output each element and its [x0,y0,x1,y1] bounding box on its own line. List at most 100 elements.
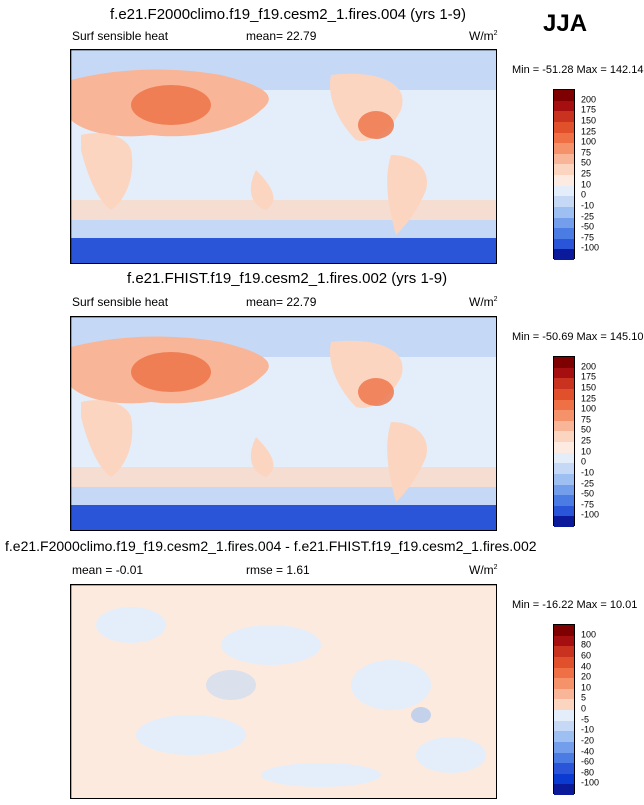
colorbar-swatch [554,111,574,122]
colorbar-tick-label: 100 [581,403,597,414]
colorbar-swatch [554,420,574,432]
panel1-minmax: Min = -51.28 Max = 142.14 [512,64,644,76]
colorbar-tick-label: -60 [581,756,595,767]
colorbar-swatch [554,164,574,175]
colorbar-swatch [554,143,574,154]
colorbar-tick-label: 100 [581,629,597,640]
colorbar-swatch [554,452,574,464]
panel2-map [70,316,497,531]
colorbar-tick-label: 50 [581,157,592,168]
colorbar-tick-label: -25 [581,478,595,488]
panel3-units: W/m2 [469,563,498,577]
panel1-units: W/m2 [469,29,498,43]
colorbar-tick-label: -80 [581,767,595,778]
colorbar-swatch [554,688,574,700]
colorbar-tick-label: 150 [581,382,597,393]
colorbar-swatch [554,784,574,795]
colorbar-swatch [554,667,574,679]
colorbar-swatch [554,100,574,112]
panel2-mean: mean= 22.79 [246,295,317,309]
colorbar-swatch [554,238,574,250]
colorbar-swatch [554,484,574,496]
colorbar-tick-label: -5 [581,714,590,725]
colorbar-swatch [554,185,574,197]
colorbar-swatch [554,206,574,218]
colorbar-swatch [554,773,574,785]
panel3-minmax: Min = -16.22 Max = 10.01 [512,599,638,611]
colorbar-tick-label: 0 [581,189,587,200]
colorbar-tick-label: 40 [581,661,592,671]
colorbar-swatch [554,720,574,732]
colorbar-tick-label: 25 [581,435,592,446]
colorbar-tick-label: 10 [581,446,592,457]
colorbar-tick-label: -75 [581,499,595,510]
colorbar-tick-label: 10 [581,179,592,190]
colorbar-swatch [554,121,574,133]
colorbar-tick-label: -10 [581,467,595,478]
panel2-minmax: Min = -50.69 Max = 145.10 [512,331,644,343]
colorbar-tick-label: -100 [581,777,600,788]
panel1-map [70,49,497,264]
colorbar-tick-label: 75 [581,147,592,158]
colorbar-tick-label: -50 [581,221,595,232]
panel3-rmse: rmse = 1.61 [246,563,310,577]
colorbar-swatch [554,175,574,186]
colorbar-tick-label: 5 [581,692,587,703]
colorbar-swatch [554,357,574,368]
colorbar-tick-label: 80 [581,639,592,650]
colorbar-swatch [554,90,574,101]
colorbar-tick-label: 125 [581,126,597,136]
colorbar-tick-label: 25 [581,168,592,179]
colorbar-swatch [554,699,574,710]
colorbar-tick-label: -25 [581,211,595,221]
colorbar-swatch [554,388,574,400]
colorbar-tick-label: 20 [581,671,592,682]
colorbar-swatch [554,463,574,474]
colorbar-swatch [554,505,574,517]
colorbar-swatch [554,495,574,506]
colorbar-swatch [554,741,574,753]
colorbar-swatch [554,153,574,165]
colorbar-tick-label: 175 [581,104,597,115]
colorbar-tick-label: 75 [581,414,592,425]
panel1-mean: mean= 22.79 [246,29,317,43]
colorbar-tick-label: 0 [581,456,587,467]
colorbar-swatch [554,763,574,774]
colorbar-tick-label: 0 [581,703,587,714]
colorbar-swatch [554,399,574,411]
colorbar-tick-label: 175 [581,371,597,382]
colorbar-swatch [554,710,574,721]
colorbar-swatch [554,367,574,379]
colorbar-tick-label: 200 [581,361,597,372]
panel3-title: f.e21.F2000climo.f19_f19.cesm2_1.fires.0… [5,538,537,554]
colorbar-tick-label: -20 [581,735,595,746]
panel2-colorbar [553,356,575,527]
colorbar-swatch [554,217,574,229]
colorbar-swatch [554,431,574,442]
colorbar-swatch [554,228,574,239]
colorbar-swatch [554,731,574,742]
colorbar-tick-label: -100 [581,509,600,520]
colorbar-swatch [554,752,574,764]
colorbar-tick-label: -10 [581,200,595,211]
colorbar-swatch [554,196,574,207]
colorbar-tick-label: -50 [581,488,595,499]
colorbar-tick-label: 50 [581,424,592,435]
season-label: JJA [543,10,588,37]
panel3-colorbar [553,624,575,795]
colorbar-swatch [554,516,574,527]
colorbar-tick-label: -10 [581,724,595,735]
colorbar-tick-label: -40 [581,746,595,756]
colorbar-swatch [554,625,574,636]
panel2-variable: Surf sensible heat [72,295,169,309]
colorbar-tick-label: 150 [581,115,597,126]
colorbar-swatch [554,635,574,647]
panel3-map [70,584,497,799]
colorbar-swatch [554,442,574,453]
colorbar-swatch [554,656,574,668]
colorbar-swatch [554,410,574,421]
colorbar-swatch [554,473,574,485]
colorbar-tick-label: 10 [581,682,592,693]
panel1-title: f.e21.F2000climo.f19_f19.cesm2_1.fires.0… [110,6,467,23]
colorbar-tick-label: 100 [581,136,597,147]
